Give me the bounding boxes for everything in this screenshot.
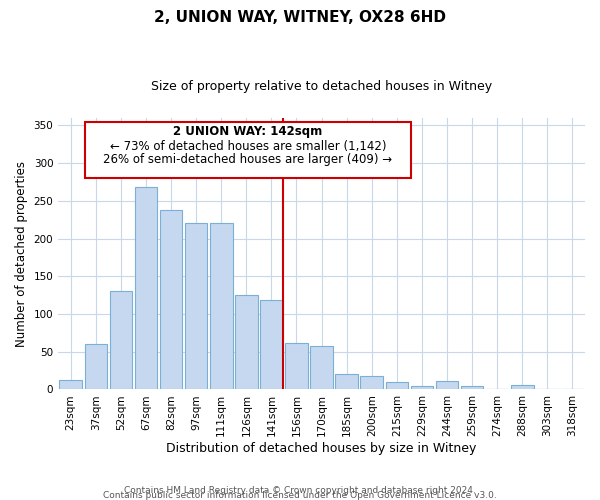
Text: 2 UNION WAY: 142sqm: 2 UNION WAY: 142sqm <box>173 124 322 138</box>
Bar <box>59 380 82 390</box>
Text: Contains public sector information licensed under the Open Government Licence v3: Contains public sector information licen… <box>103 490 497 500</box>
Text: 2, UNION WAY, WITNEY, OX28 6HD: 2, UNION WAY, WITNEY, OX28 6HD <box>154 10 446 25</box>
Bar <box>110 290 132 390</box>
Bar <box>235 295 257 390</box>
Bar <box>386 382 408 390</box>
Bar <box>134 187 157 390</box>
Bar <box>185 224 208 390</box>
Text: ← 73% of detached houses are smaller (1,142): ← 73% of detached houses are smaller (1,… <box>110 140 386 152</box>
Bar <box>285 344 308 390</box>
Bar <box>260 300 283 390</box>
Text: 26% of semi-detached houses are larger (409) →: 26% of semi-detached houses are larger (… <box>103 153 392 166</box>
Title: Size of property relative to detached houses in Witney: Size of property relative to detached ho… <box>151 80 492 93</box>
Bar <box>410 386 433 390</box>
Bar <box>310 346 333 390</box>
X-axis label: Distribution of detached houses by size in Witney: Distribution of detached houses by size … <box>166 442 477 455</box>
Y-axis label: Number of detached properties: Number of detached properties <box>15 160 28 346</box>
Bar <box>210 224 233 390</box>
Bar <box>361 376 383 390</box>
Bar <box>511 385 533 390</box>
Text: Contains HM Land Registry data © Crown copyright and database right 2024.: Contains HM Land Registry data © Crown c… <box>124 486 476 495</box>
FancyBboxPatch shape <box>85 122 411 178</box>
Bar <box>85 344 107 390</box>
Bar <box>436 381 458 390</box>
Bar <box>461 386 484 390</box>
Bar <box>160 210 182 390</box>
Bar <box>335 374 358 390</box>
